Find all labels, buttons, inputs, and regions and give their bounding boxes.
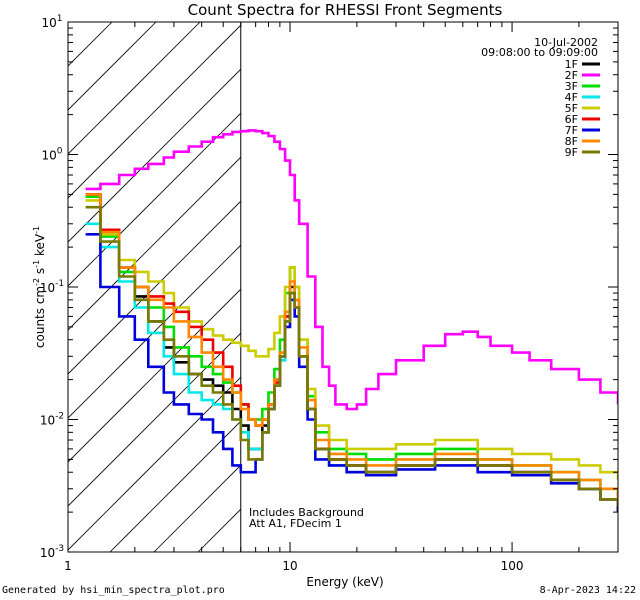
hatch-line bbox=[68, 24, 241, 199]
y-tick-label: 10-3 bbox=[40, 544, 64, 560]
annotation-background: Includes Background bbox=[249, 506, 364, 519]
y-tick-label: 10-1 bbox=[40, 279, 64, 295]
y-tick-label: 100 bbox=[41, 147, 62, 163]
chart-title: Count Spectra for RHESSI Front Segments bbox=[188, 1, 503, 19]
legend-date: 10-Jul-2002 bbox=[534, 36, 598, 49]
series-lines bbox=[85, 129, 618, 513]
y-axis-label: counts cm-2 s-1 keV-1 bbox=[32, 226, 47, 348]
legend-label-5F: 5F bbox=[565, 102, 578, 115]
legend-time-range: 09:08:00 to 09:09:00 bbox=[481, 46, 598, 59]
y-tick-label: 10-2 bbox=[40, 412, 64, 428]
legend-label-9F: 9F bbox=[565, 146, 578, 159]
x-tick-label: 1 bbox=[64, 559, 72, 573]
y-tick-label: 101 bbox=[41, 14, 62, 30]
x-tick-label: 10 bbox=[282, 559, 297, 573]
series-line-9F bbox=[85, 205, 618, 507]
footer-timestamp: 8-Apr-2023 14:22 bbox=[539, 585, 636, 596]
legend-label-4F: 4F bbox=[565, 91, 578, 104]
hatch-line bbox=[68, 200, 241, 375]
legend-label-3F: 3F bbox=[565, 80, 578, 93]
hatch-line bbox=[68, 244, 241, 419]
legend-label-7F: 7F bbox=[565, 124, 578, 137]
x-axis-label: Energy (keV) bbox=[306, 575, 383, 589]
hatch-line bbox=[68, 68, 241, 243]
legend-label-8F: 8F bbox=[565, 135, 578, 148]
legend-label-2F: 2F bbox=[565, 69, 578, 82]
hatch-line bbox=[109, 420, 241, 552]
legend-label-6F: 6F bbox=[565, 113, 578, 126]
hatch-line bbox=[68, 376, 241, 551]
hatch-line bbox=[68, 22, 201, 155]
x-axis-tick-labels: 1 10 100 bbox=[64, 559, 523, 573]
annotation-attenuator: Att A1, FDecim 1 bbox=[249, 517, 342, 530]
legend-label-1F: 1F bbox=[565, 58, 578, 71]
series-line-5F bbox=[85, 199, 618, 480]
x-tick-label: 100 bbox=[501, 559, 524, 573]
y-axis-tick-labels: 101 100 10-1 10-2 10-3 bbox=[40, 14, 64, 560]
y-axis-ticks bbox=[68, 21, 618, 553]
x-axis-ticks bbox=[67, 22, 619, 552]
hatch-line bbox=[68, 332, 241, 507]
footer-generated-by: Generated by hsi_min_spectra_plot.pro bbox=[2, 585, 225, 596]
series-line-2F bbox=[85, 129, 618, 411]
